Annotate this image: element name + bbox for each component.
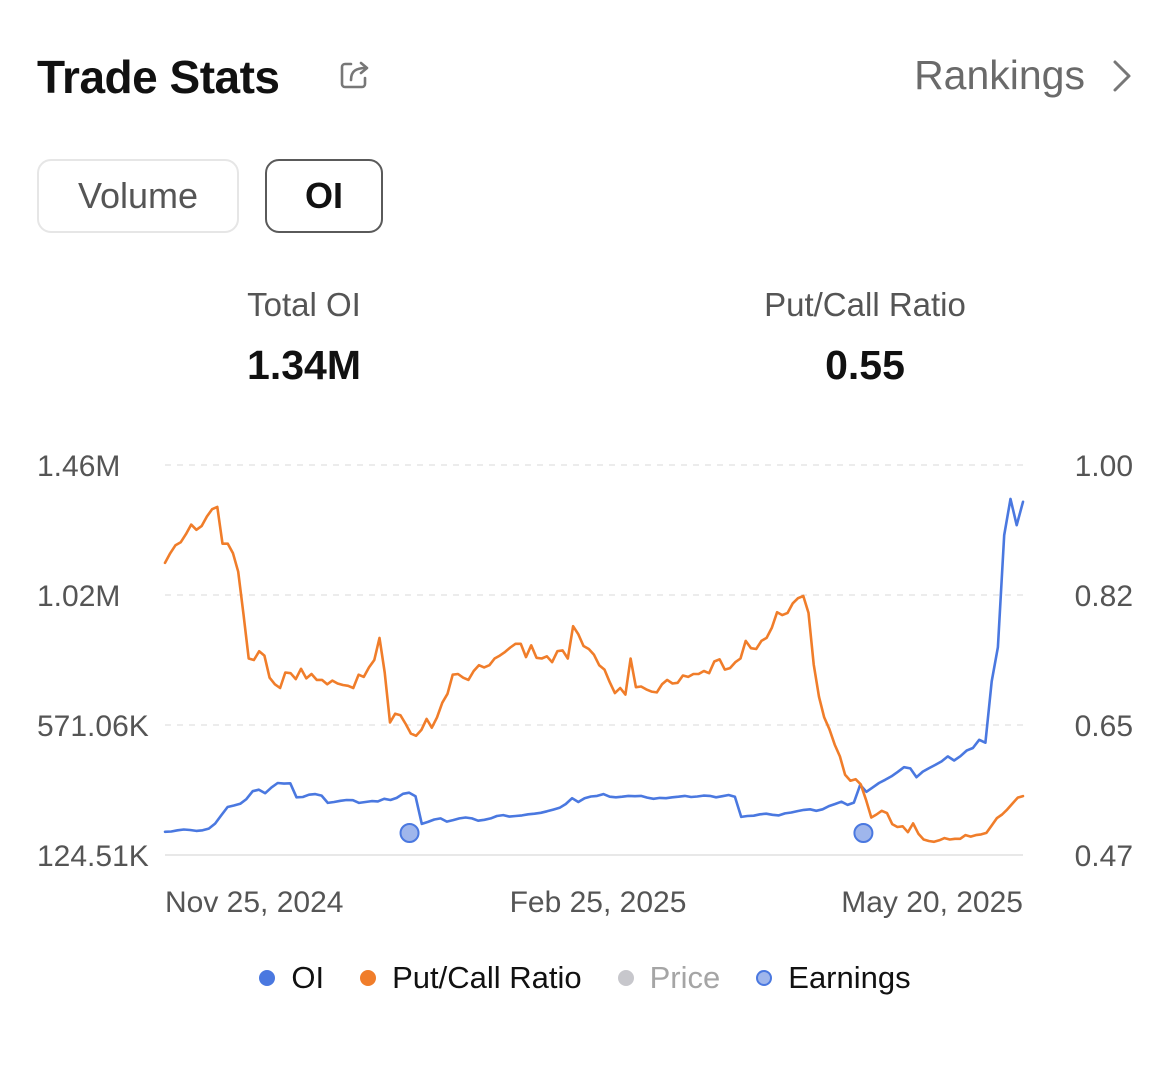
legend-label: OI <box>291 960 325 995</box>
put-call-value: 0.55 <box>825 342 905 388</box>
trade-stats-chart[interactable]: 1.46M 1.02M 571.06K 124.51K 1.00 0.82 0.65 0.4… <box>0 440 1170 930</box>
chart-legend: OI Put/Call Ratio Price Earnings <box>0 960 1170 996</box>
y-right-tick-label: 0.65 <box>1075 710 1133 743</box>
put-call-stat: Put/Call Ratio 0.55 <box>705 286 1025 389</box>
page-title: Trade Stats <box>37 51 280 103</box>
chevron-right-icon <box>1113 60 1131 91</box>
orange-dot-icon <box>360 970 377 986</box>
y-left-tick-label: 571.06K <box>37 710 149 743</box>
oi-series-line[interactable] <box>163 497 1025 834</box>
total-oi-value: 1.34M <box>247 342 361 388</box>
legend-label: Earnings <box>788 960 911 995</box>
put-call-label: Put/Call Ratio <box>764 286 966 323</box>
legend-label: Price <box>649 960 721 995</box>
tab-oi[interactable]: OI <box>265 159 383 233</box>
y-left-tick-label: 1.02M <box>37 580 120 613</box>
put-call-series-line[interactable] <box>163 505 1025 844</box>
legend-item-oi[interactable]: OI <box>259 960 324 996</box>
earnings-marker[interactable] <box>853 823 874 843</box>
legend-item-put-call[interactable]: Put/Call Ratio <box>360 960 582 996</box>
y-right-tick-label: 1.00 <box>1075 450 1133 483</box>
total-oi-label: Total OI <box>247 286 361 323</box>
rankings-link[interactable]: Rankings <box>914 52 1137 99</box>
gray-dot-icon <box>617 970 634 986</box>
total-oi-stat: Total OI 1.34M <box>144 286 464 389</box>
legend-item-price[interactable]: Price <box>617 960 721 996</box>
blue-dot-icon <box>259 970 276 986</box>
legend-label: Put/Call Ratio <box>392 960 582 995</box>
earnings-marker[interactable] <box>399 823 420 843</box>
legend-item-earnings[interactable]: Earnings <box>756 960 911 996</box>
x-tick-label: May 20, 2025 <box>841 886 1023 919</box>
tab-volume[interactable]: Volume <box>37 159 239 233</box>
y-left-tick-label: 1.46M <box>37 450 120 483</box>
header: Trade Stats Rankings <box>37 40 1137 110</box>
rankings-label: Rankings <box>914 52 1085 98</box>
earnings-dot-icon <box>756 970 773 986</box>
y-right-tick-label: 0.47 <box>1075 840 1133 873</box>
x-tick-label: Feb 25, 2025 <box>510 886 687 919</box>
share-icon[interactable] <box>337 56 373 92</box>
x-tick-label: Nov 25, 2024 <box>165 886 343 919</box>
y-left-tick-label: 124.51K <box>37 840 149 873</box>
y-right-tick-label: 0.82 <box>1075 580 1133 613</box>
